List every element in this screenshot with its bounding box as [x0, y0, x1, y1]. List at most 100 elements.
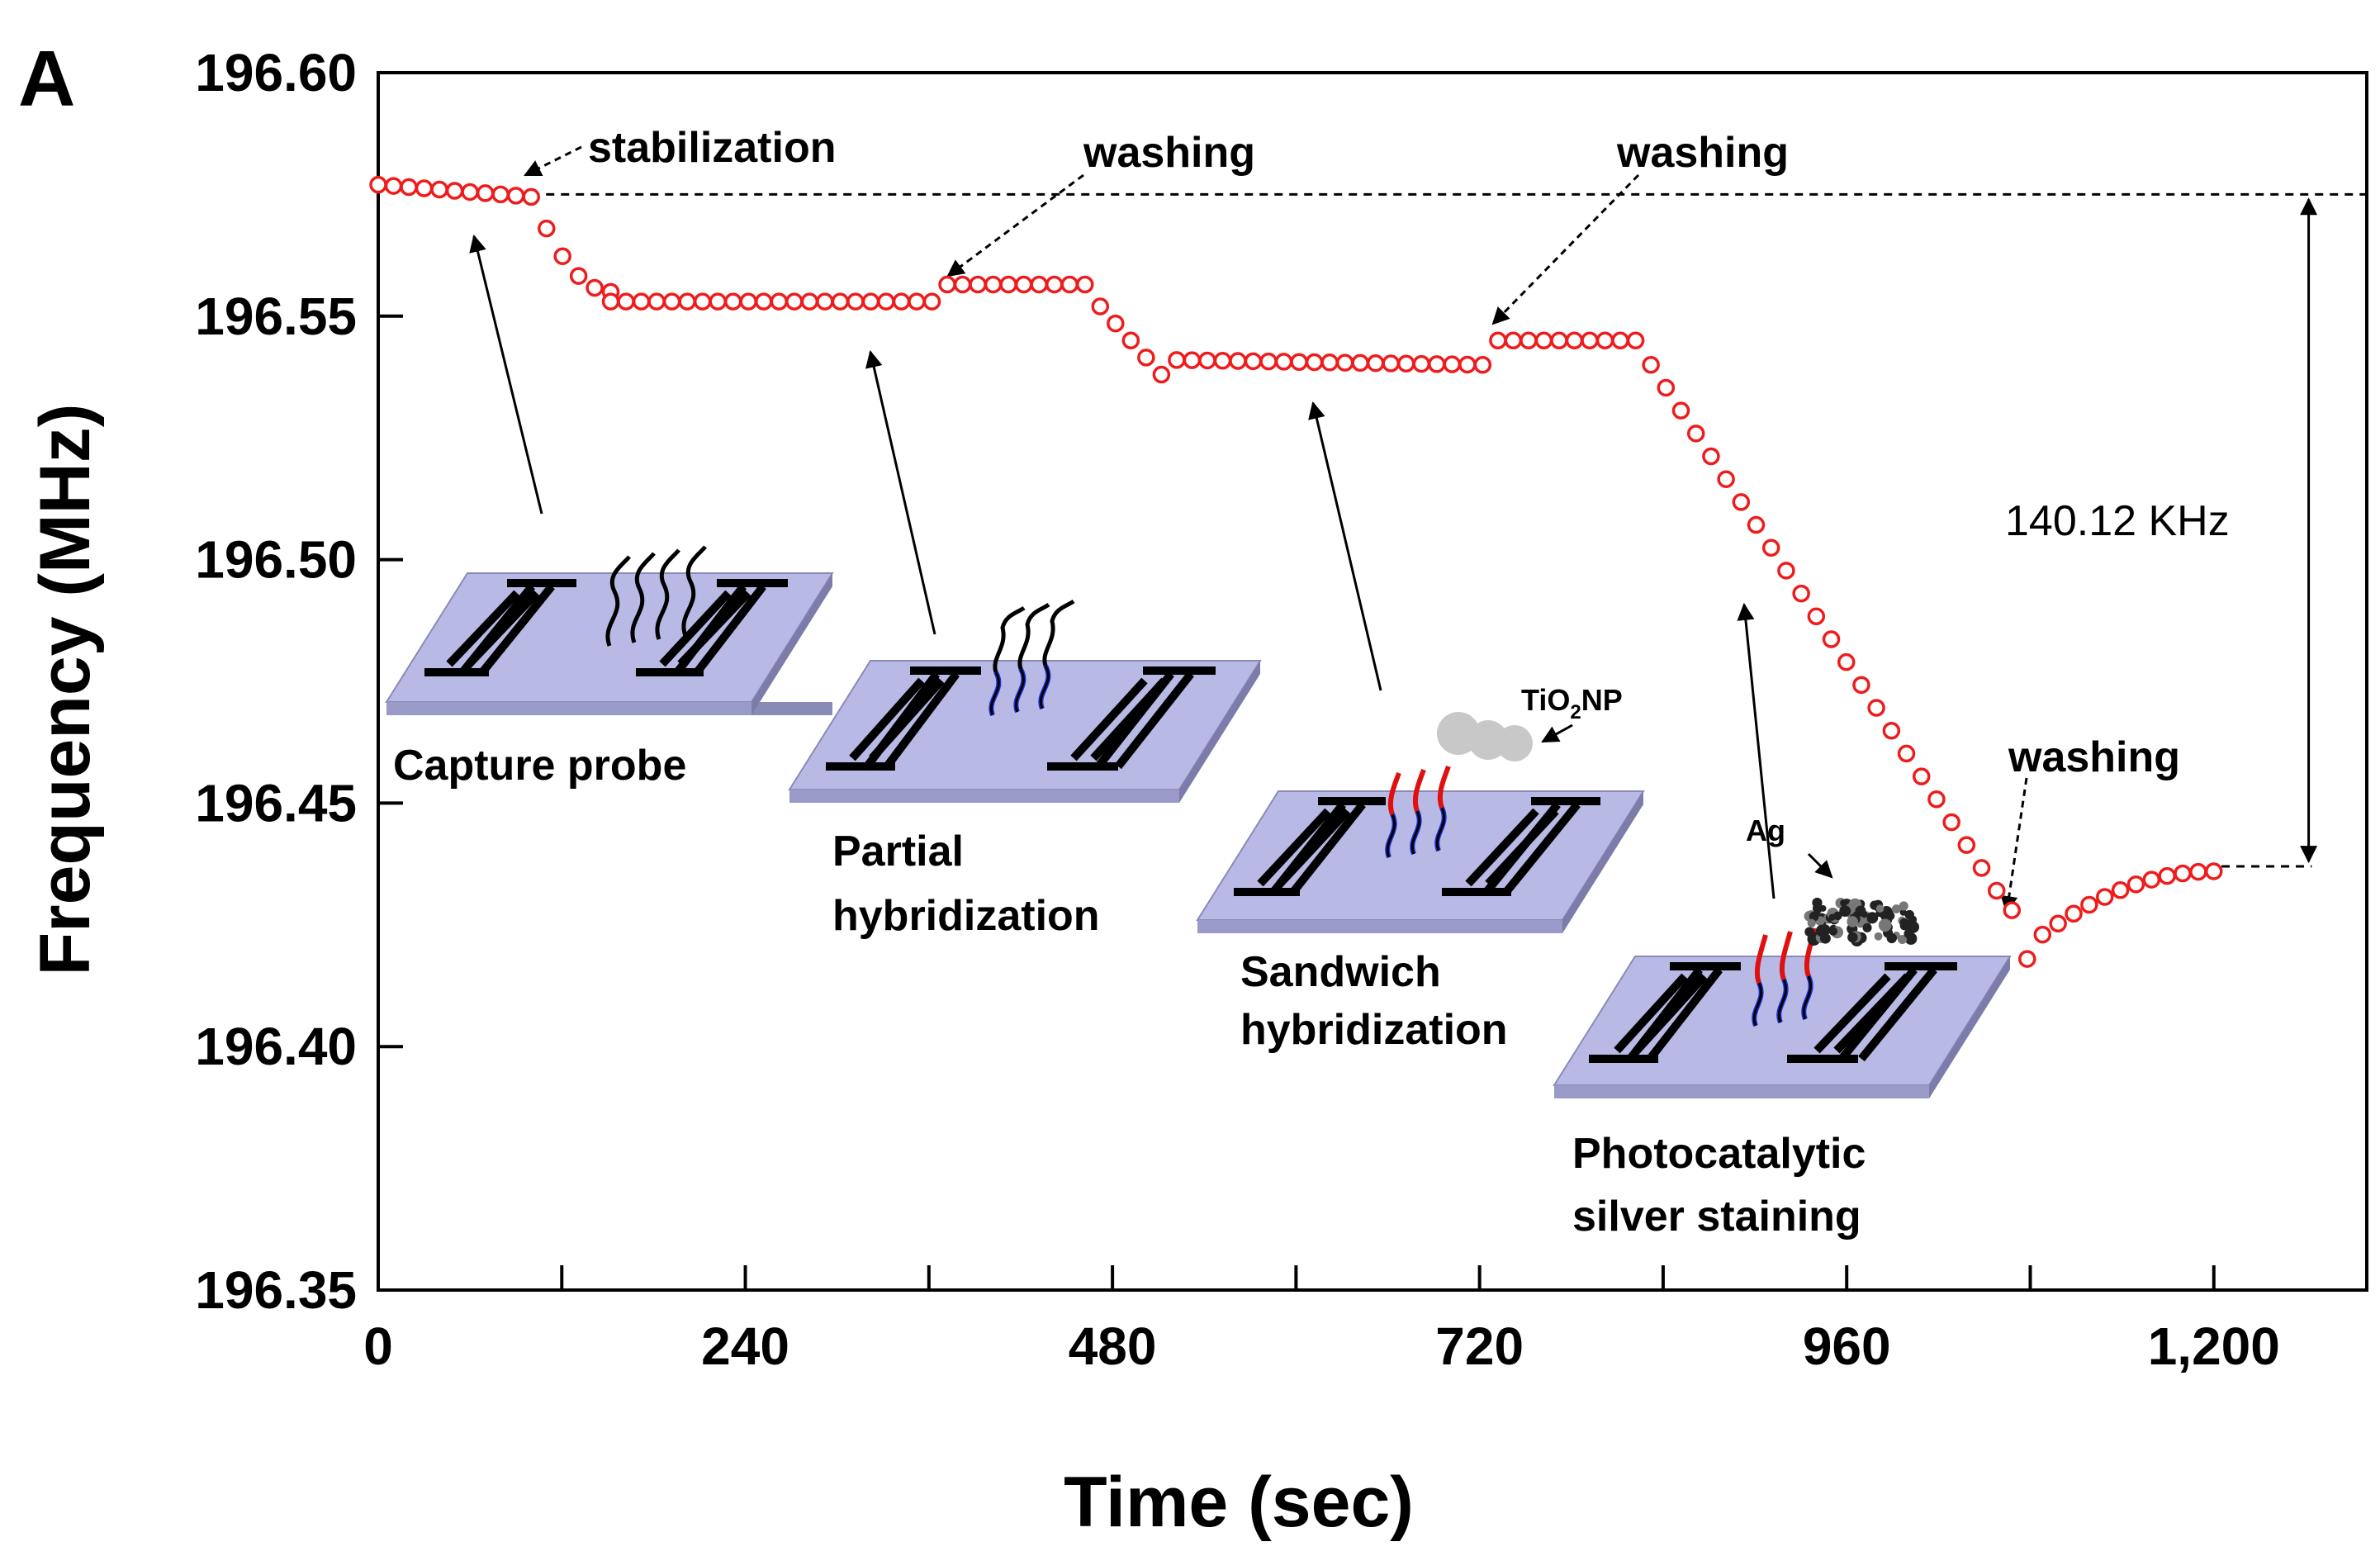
silver-particle	[1847, 932, 1858, 943]
data-point	[1957, 836, 1976, 854]
data-point	[1168, 351, 1186, 369]
silver-particle	[1899, 921, 1909, 931]
data-point	[1565, 331, 1584, 350]
annotation-arrows	[469, 145, 2028, 914]
silver-particle	[1809, 911, 1819, 922]
assay-illustrations	[385, 545, 2012, 1098]
silver-particle	[1878, 918, 1892, 932]
data-point	[1867, 699, 1885, 717]
data-point	[491, 185, 510, 204]
silver-particle	[1813, 906, 1822, 914]
data-point	[1807, 607, 1826, 626]
data-point	[1534, 331, 1553, 350]
data-point	[1137, 349, 1155, 367]
arrow-stabilization	[524, 145, 582, 177]
data-point	[1213, 351, 1232, 370]
data-point	[1837, 652, 1856, 671]
silver-particle	[1804, 927, 1814, 937]
data-point	[2033, 925, 2052, 944]
data-point	[1107, 314, 1125, 333]
data-point	[617, 292, 635, 311]
label-sandwich: Sandwich	[1240, 948, 1441, 996]
frequency-series	[369, 175, 2223, 968]
data-point	[430, 180, 448, 199]
data-point	[1014, 275, 1033, 294]
silver-particle	[1828, 927, 1838, 936]
label-capture-probe: Capture probe	[393, 742, 686, 790]
data-point	[647, 292, 666, 311]
y-axis-title: Frequency (MHz)	[26, 404, 105, 976]
x-tick-label: 240	[701, 1316, 789, 1376]
data-point	[1397, 354, 1415, 373]
data-point	[984, 275, 1003, 294]
axis-ticks: 196.35 196.40 196.45 196.50 196.55 196.60 0 240…	[195, 43, 2280, 1376]
label-partial-hybridization: hybridization	[832, 892, 1100, 940]
data-point	[569, 267, 588, 285]
data-point	[445, 182, 464, 200]
silver-particle	[1875, 904, 1885, 913]
data-point	[553, 247, 571, 265]
data-point	[892, 292, 911, 311]
data-point	[1717, 470, 1735, 488]
data-point	[1076, 275, 1094, 294]
silver-particle	[1899, 908, 1907, 916]
data-point	[1244, 352, 1263, 371]
y-tick-label: 196.40	[195, 1017, 357, 1076]
data-point	[1611, 331, 1629, 350]
data-point	[662, 292, 681, 311]
silver-particle	[1840, 899, 1847, 907]
data-point	[1912, 767, 1931, 785]
data-point	[1229, 352, 1247, 370]
silver-staining-chip	[1553, 897, 2012, 1098]
label-partial: Partial	[832, 828, 964, 875]
data-point	[1489, 331, 1507, 350]
data-point	[908, 292, 926, 311]
data-point	[1198, 351, 1216, 370]
data-point	[922, 292, 941, 311]
x-tick-label: 1,200	[2148, 1316, 2280, 1376]
data-point	[601, 292, 620, 311]
data-point	[877, 292, 895, 311]
data-point	[678, 292, 696, 311]
data-point	[1987, 881, 2006, 900]
data-point	[1259, 352, 1278, 371]
data-point	[1382, 354, 1400, 372]
data-point	[1060, 275, 1079, 294]
data-point	[506, 187, 525, 205]
silver-particles	[1804, 897, 1920, 946]
data-point	[1702, 447, 1720, 466]
arrow-washing-1	[946, 173, 1084, 278]
x-tick-label: 480	[1069, 1316, 1157, 1376]
arrow-ag-label	[1807, 852, 1833, 879]
plot-frame	[377, 71, 2368, 1292]
data-point	[1671, 401, 1690, 420]
data-point	[1882, 721, 1901, 740]
silver-particle	[1862, 923, 1872, 932]
data-point	[400, 178, 418, 197]
data-point	[1412, 354, 1431, 373]
silver-particle	[1855, 905, 1866, 917]
data-point	[816, 292, 834, 311]
silver-particle	[1904, 928, 1913, 939]
data-point	[1852, 676, 1870, 695]
data-point	[2142, 871, 2161, 889]
data-point	[1320, 353, 1339, 372]
data-point	[1581, 331, 1599, 350]
data-point	[1030, 275, 1048, 294]
y-tick-label: 196.60	[195, 43, 357, 102]
data-point	[632, 292, 651, 311]
difference-label: 140.12 KHz	[2005, 497, 2230, 545]
data-point	[739, 292, 758, 311]
annotation-washing-3: washing	[2008, 733, 2180, 781]
data-point	[1822, 630, 1841, 648]
silver-particle	[1807, 918, 1816, 927]
arrow-capture-probe	[469, 234, 543, 515]
data-point	[1473, 356, 1492, 374]
data-point	[1458, 355, 1477, 374]
data-point	[1732, 493, 1751, 511]
annotation-washing-1: washing	[1083, 129, 1255, 177]
y-tick-label: 196.45	[195, 773, 357, 833]
data-point	[2080, 895, 2098, 914]
data-point	[785, 292, 804, 311]
